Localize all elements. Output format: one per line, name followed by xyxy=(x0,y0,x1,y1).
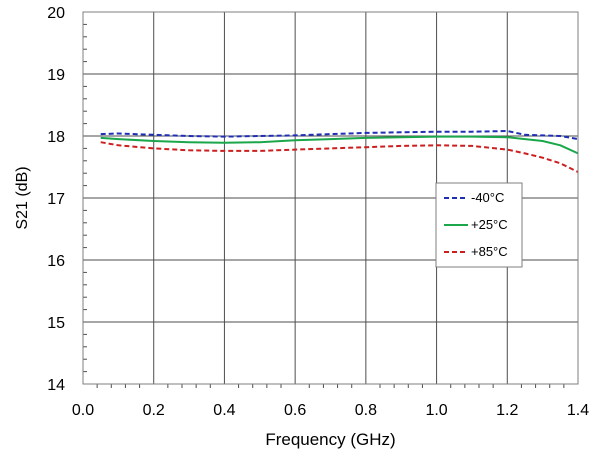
y-tick-label: 16 xyxy=(47,253,65,270)
x-tick-label: 0.2 xyxy=(143,402,165,419)
y-axis-title: S21 (dB) xyxy=(14,166,31,229)
x-tick-label: 0.6 xyxy=(284,402,306,419)
y-tick-label: 15 xyxy=(47,315,65,332)
y-tick-label: 17 xyxy=(47,191,65,208)
legend-label: +85°C xyxy=(471,244,508,259)
y-tick-labels: 14 15 16 17 18 19 20 xyxy=(47,5,65,394)
legend-items: -40°C +25°C +85°C xyxy=(444,190,508,259)
series-line xyxy=(100,130,579,141)
plot-frame xyxy=(82,11,579,385)
legend-label: -40°C xyxy=(471,190,504,205)
x-axis-title: Frequency (GHz) xyxy=(265,430,395,449)
series-line xyxy=(100,141,579,173)
legend: -40°C +25°C +85°C xyxy=(435,182,523,268)
x-tick-labels: 0.0 0.2 0.4 0.6 0.8 1.0 1.2 1.4 xyxy=(72,402,589,419)
x-tick-label: 1.0 xyxy=(425,402,447,419)
minor-ticks xyxy=(83,23,565,388)
x-tick-label: 1.4 xyxy=(567,402,589,419)
y-tick-label: 20 xyxy=(47,5,65,22)
legend-label: +25°C xyxy=(471,217,508,232)
y-tick-label: 19 xyxy=(47,67,65,84)
y-tick-label: 14 xyxy=(47,377,65,394)
series-line xyxy=(100,135,579,155)
series-lines xyxy=(100,130,579,173)
y-tick-label: 18 xyxy=(47,129,65,146)
x-tick-label: 0.4 xyxy=(213,402,235,419)
x-tick-label: 0.8 xyxy=(355,402,377,419)
x-tick-label: 0.0 xyxy=(72,402,94,419)
x-tick-label: 1.2 xyxy=(496,402,518,419)
